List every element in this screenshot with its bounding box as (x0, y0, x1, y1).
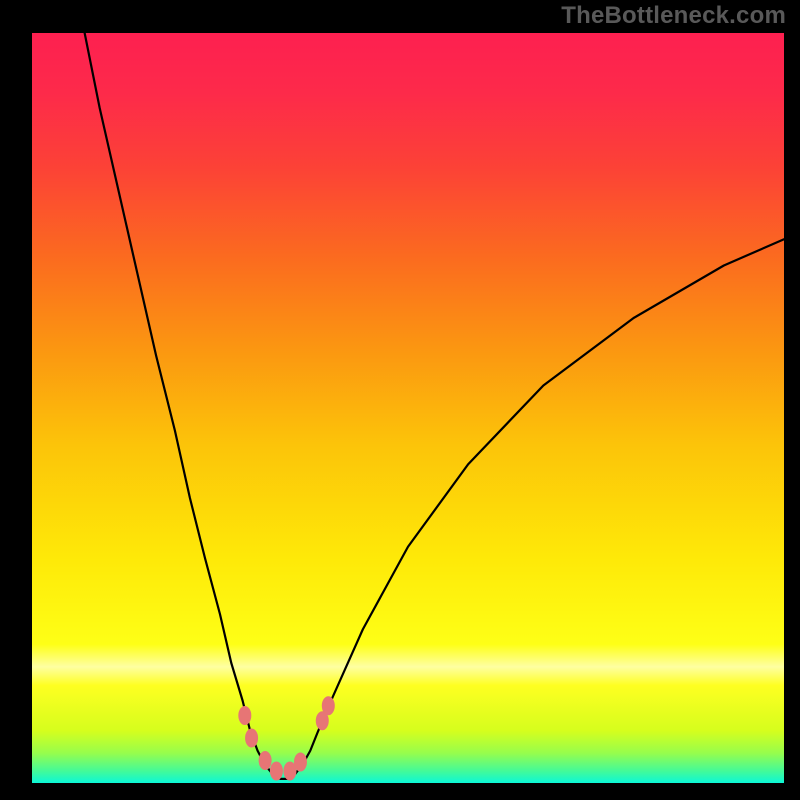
data-marker (294, 753, 307, 772)
data-marker (270, 762, 283, 781)
plot-background (32, 33, 784, 783)
data-marker (245, 729, 258, 748)
chart-svg (0, 0, 800, 800)
data-marker (322, 696, 335, 715)
data-marker (238, 706, 251, 725)
data-marker (259, 751, 272, 770)
bottleneck-chart-canvas: { "meta": { "watermark_text": "TheBottle… (0, 0, 800, 800)
watermark-label: TheBottleneck.com (561, 2, 786, 30)
